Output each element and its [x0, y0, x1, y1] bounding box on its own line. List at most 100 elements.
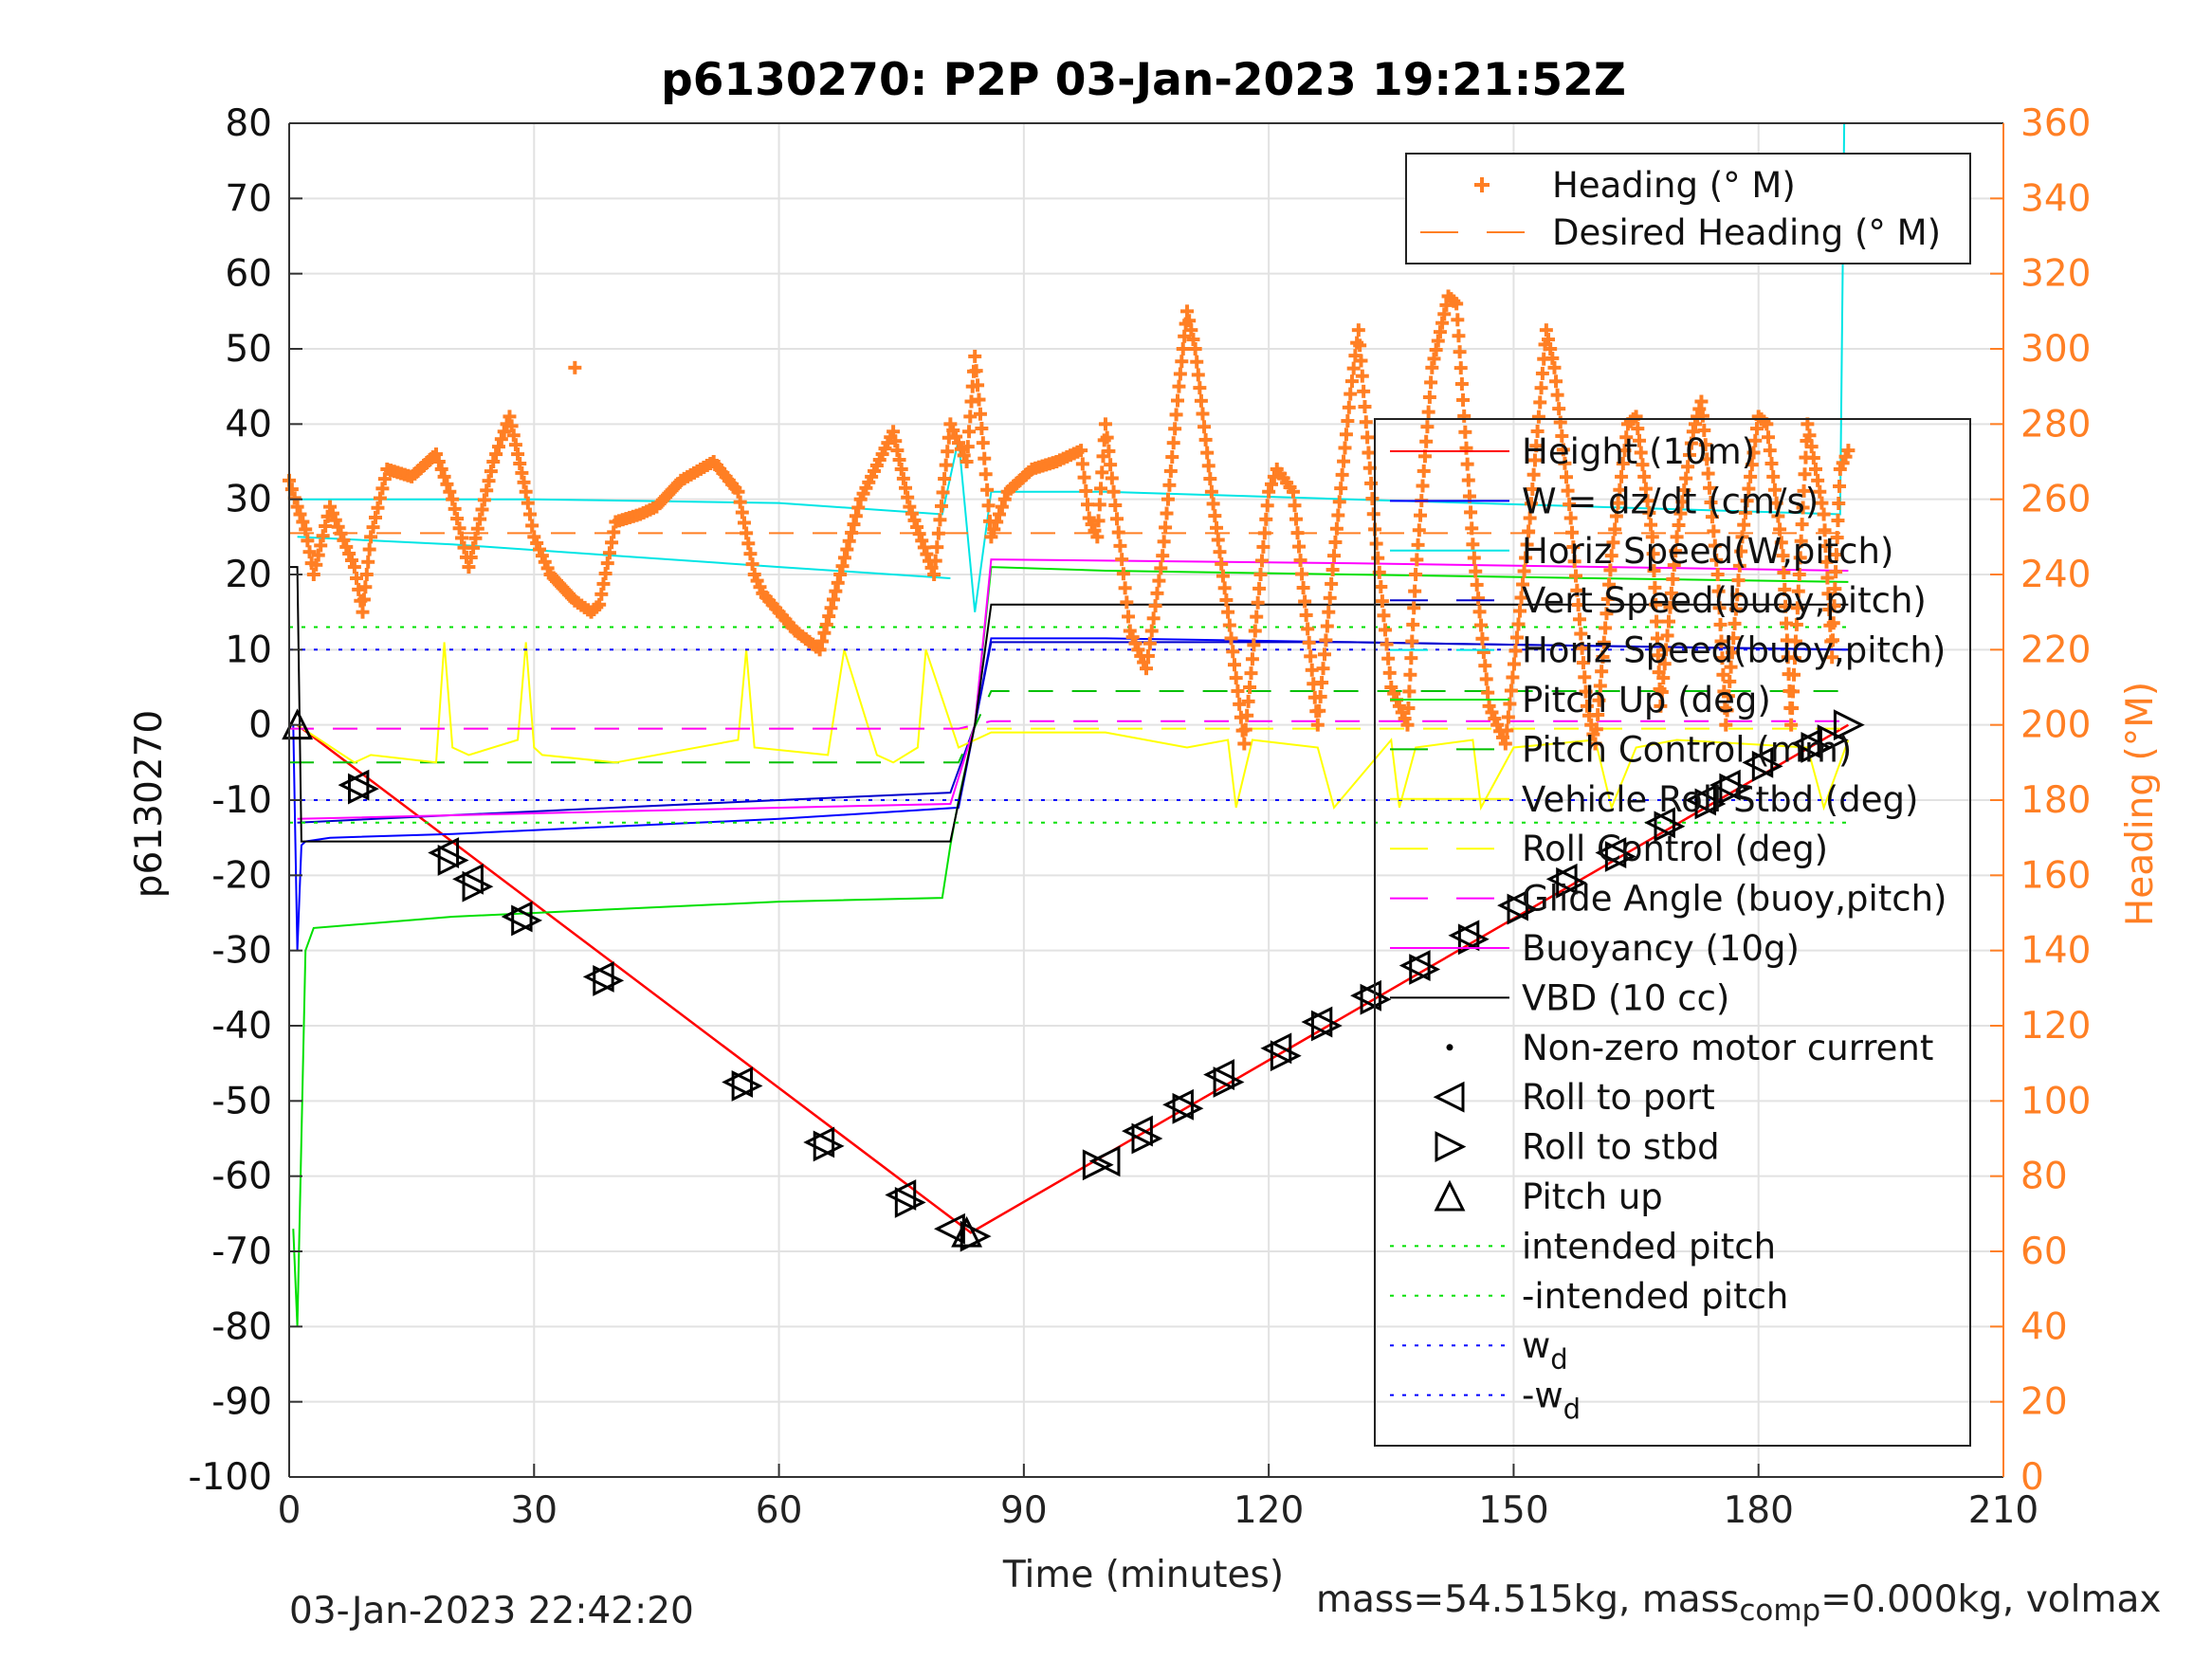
- heading-point: [1777, 566, 1791, 580]
- legend-main-label-text: -intended pitch: [1522, 1276, 1788, 1317]
- heading-point: [1804, 440, 1819, 454]
- heading-point: [1210, 520, 1224, 535]
- heading-point: [1771, 509, 1785, 523]
- heading-point: [1452, 329, 1466, 343]
- heading-point: [1683, 447, 1697, 462]
- legend-main-label-text: Horiz Speed(buoy,pitch): [1522, 630, 1946, 671]
- heading-point: [1184, 323, 1198, 337]
- heading-point: [605, 536, 619, 550]
- heading-point: [1322, 605, 1336, 619]
- series-layer: [289, 122, 1850, 1327]
- y2-tick-label: 360: [2020, 102, 2091, 145]
- heading-point: [1344, 374, 1359, 389]
- roll-to-stbd-marker: [813, 1130, 845, 1162]
- heading-point: [1640, 494, 1654, 508]
- heading-point: [1250, 610, 1264, 624]
- heading-point: [938, 472, 952, 486]
- heading-point: [1656, 671, 1671, 685]
- heading-point: [995, 500, 1009, 514]
- heading-point: [1659, 643, 1673, 657]
- heading-point: [1719, 718, 1733, 732]
- heading-point: [1254, 554, 1269, 568]
- heading-point: [1738, 505, 1752, 520]
- heading-point: [1108, 499, 1123, 513]
- heading-point: [1728, 616, 1742, 630]
- heading-point: [971, 378, 985, 392]
- heading-point: [1764, 456, 1779, 470]
- heading-point: [1565, 525, 1580, 539]
- heading-point: [301, 534, 315, 548]
- legend-main-label-text: Vehicle Roll Stbd (deg): [1522, 779, 1918, 820]
- heading-point: [993, 507, 1007, 521]
- roll-to-stbd-marker: [1817, 724, 1849, 756]
- heading-point: [1106, 484, 1121, 499]
- heading-point: [1825, 633, 1839, 647]
- heading-point: [1339, 428, 1353, 442]
- y2-tick-label: 60: [2020, 1231, 2068, 1273]
- heading-point: [1591, 707, 1605, 721]
- heading-point: [896, 471, 910, 485]
- y2-tick-label: 140: [2020, 930, 2091, 973]
- heading-point: [840, 542, 854, 556]
- heading-point: [1408, 584, 1422, 598]
- heading-point: [845, 525, 859, 539]
- heading-point: [1746, 446, 1761, 460]
- roll-to-port-marker: [1122, 1115, 1153, 1147]
- heading-point: [323, 500, 338, 514]
- x-tick-label: 210: [1968, 1489, 2038, 1532]
- heading-point: [1597, 635, 1611, 649]
- legend-main-label: Horiz Speed(buoy,pitch): [1522, 630, 1946, 671]
- heading-point: [1669, 544, 1683, 558]
- roll-to-stbd-marker: [1556, 866, 1588, 899]
- heading-point: [356, 592, 371, 607]
- heading-point: [1744, 469, 1758, 483]
- heading-point: [1833, 479, 1847, 493]
- heading-point: [972, 392, 986, 407]
- heading-point: [361, 555, 375, 569]
- heading-point: [1467, 551, 1481, 565]
- heading-point: [1593, 679, 1607, 693]
- heading-point: [1410, 553, 1424, 567]
- legend-main-label-text: Non-zero motor current: [1522, 1028, 1933, 1068]
- heading-point: [1351, 323, 1365, 337]
- heading-point: [331, 520, 345, 534]
- heading-point: [434, 462, 448, 476]
- heading-point: [515, 465, 529, 480]
- heading-point: [1571, 598, 1585, 612]
- heading-point: [1460, 457, 1474, 471]
- heading-point: [1342, 400, 1356, 414]
- heading-point: [1697, 423, 1711, 437]
- heading-point: [1231, 684, 1245, 698]
- heading-point: [1464, 505, 1478, 520]
- heading-point: [1456, 392, 1471, 407]
- heading-point: [470, 521, 484, 536]
- heading-point: [1162, 478, 1177, 492]
- heading-point: [1705, 510, 1719, 524]
- heading-point: [1826, 616, 1840, 630]
- heading-point: [1774, 536, 1788, 550]
- heading-point: [1362, 446, 1376, 460]
- axes-layer: 0 30 60 90 120 150 180 21080706050403020100-10-…: [188, 102, 2091, 1532]
- heading-point: [284, 483, 299, 497]
- heading-point: [813, 643, 827, 657]
- heading-point: [1407, 601, 1421, 615]
- heading-point: [1435, 316, 1450, 330]
- y2-tick-label: 40: [2020, 1305, 2068, 1348]
- heading-point: [468, 531, 483, 545]
- heading-point: [602, 546, 616, 560]
- heading-point: [1830, 531, 1844, 545]
- legend-main-label-subscript: d: [1563, 1394, 1581, 1426]
- heading-point: [1150, 586, 1164, 600]
- heading-point: [503, 410, 517, 424]
- heading-point: [1787, 651, 1801, 665]
- pitch-up-marker: [951, 1215, 983, 1248]
- heading-point: [1558, 456, 1572, 470]
- heading-point: [1808, 462, 1822, 476]
- heading-point: [1288, 499, 1302, 513]
- heading-point: [936, 485, 950, 500]
- heading-point: [1233, 697, 1247, 711]
- heading-point: [1636, 458, 1650, 472]
- heading-point: [1216, 569, 1230, 583]
- heading-point: [1647, 564, 1661, 578]
- heading-point: [1259, 512, 1273, 526]
